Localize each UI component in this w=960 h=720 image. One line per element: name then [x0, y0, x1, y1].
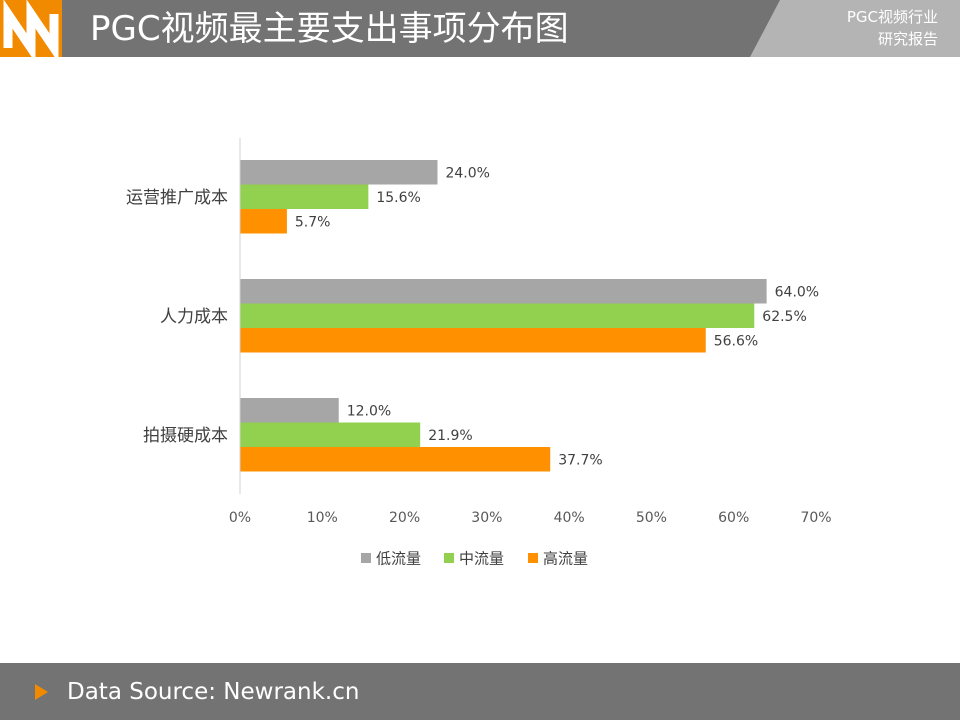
data-label: 62.5%: [762, 309, 806, 325]
data-label: 37.7%: [558, 452, 602, 468]
bar: [240, 279, 767, 304]
data-label: 24.0%: [445, 165, 489, 181]
bar: [240, 398, 339, 423]
data-label: 12.0%: [347, 403, 391, 419]
legend-label: 低流量: [376, 550, 421, 568]
page-title: PGC视频最主要支出事项分布图: [90, 9, 569, 49]
x-tick-label: 40%: [554, 510, 585, 526]
x-tick-label: 30%: [471, 510, 502, 526]
bar: [240, 184, 369, 209]
footer-bar: Data Source: Newrank.cn: [0, 663, 960, 720]
x-tick-label: 10%: [307, 510, 338, 526]
logo: [0, 0, 62, 63]
legend-label: 高流量: [543, 550, 588, 568]
n-logo-icon: [3, 0, 59, 63]
report-tag-text: PGC视频行业 研究报告: [847, 6, 938, 50]
report-tag-line1: PGC视频行业: [846, 8, 938, 26]
category-label: 运营推广成本: [126, 188, 228, 208]
play-arrow-icon: [35, 684, 48, 700]
legend-swatch: [444, 553, 454, 563]
data-label: 56.6%: [714, 333, 758, 349]
bar: [240, 422, 421, 447]
legend-label: 中流量: [459, 550, 504, 568]
category-label: 拍摄硬成本: [143, 426, 228, 446]
x-tick-label: 0%: [229, 510, 251, 526]
x-tick-label: 60%: [718, 510, 749, 526]
data-label: 15.6%: [376, 190, 420, 206]
bar: [240, 160, 438, 185]
report-tag: [750, 0, 960, 57]
bar: [240, 328, 706, 353]
x-tick-label: 20%: [389, 510, 420, 526]
bar: [240, 447, 551, 472]
data-label: 64.0%: [775, 284, 819, 300]
data-label: 21.9%: [428, 428, 472, 444]
legend-swatch: [528, 553, 538, 563]
report-tag-line2: 研究报告: [877, 30, 938, 48]
data-label: 5.7%: [295, 214, 331, 230]
bar: [240, 303, 755, 328]
header-bar: PGC视频最主要支出事项分布图 PGC视频行业 研究报告: [0, 0, 960, 63]
bar: [240, 209, 287, 234]
data-source: Data Source: Newrank.cn: [67, 679, 360, 705]
category-label: 人力成本: [160, 307, 228, 327]
x-tick-label: 50%: [636, 510, 667, 526]
x-tick-label: 70%: [800, 510, 831, 526]
legend-swatch: [361, 553, 371, 563]
